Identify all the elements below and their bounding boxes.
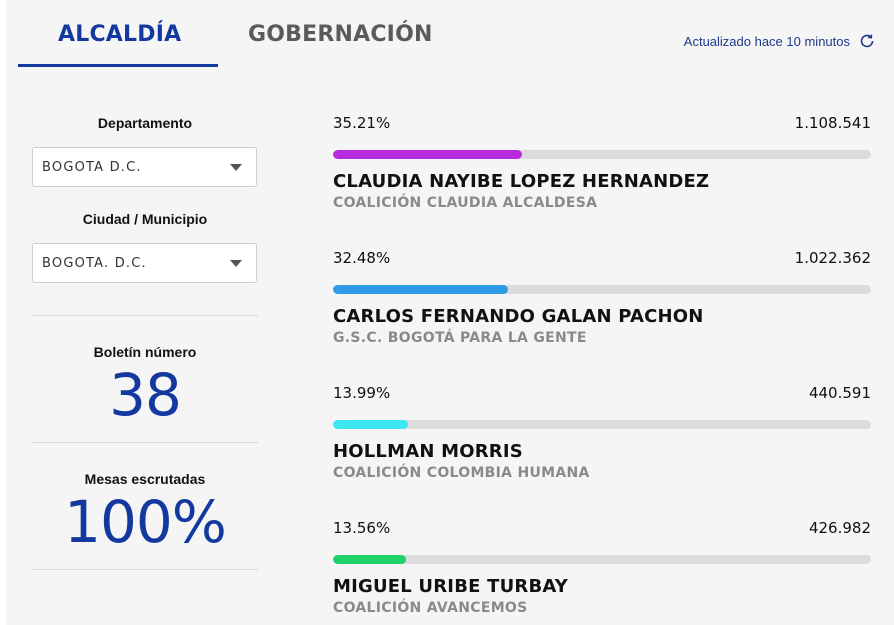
candidate-votes: 440.591 bbox=[808, 384, 871, 402]
vote-bar bbox=[333, 285, 871, 294]
update-status-text: Actualizado hace 10 minutos bbox=[683, 33, 850, 49]
vote-bar-fill bbox=[333, 285, 508, 294]
candidate-row: 35.21% 1.108.541 CLAUDIA NAYIBE LOPEZ HE… bbox=[333, 114, 871, 224]
chevron-down-icon bbox=[230, 163, 242, 171]
candidate-name: CARLOS FERNANDO GALAN PACHON bbox=[333, 306, 704, 327]
tables-label: Mesas escrutadas bbox=[84, 471, 206, 487]
bulletin-number: 38 bbox=[109, 361, 182, 429]
filters-column: Departamento BOGOTA D.C. Ciudad / Munici… bbox=[32, 100, 258, 570]
department-select-value: BOGOTA D.C. bbox=[42, 159, 142, 175]
bulletin-label: Boletín número bbox=[93, 344, 197, 360]
tables-value: 100% bbox=[64, 488, 227, 556]
candidate-percent: 32.48% bbox=[333, 249, 391, 267]
vote-bar-fill bbox=[333, 150, 523, 159]
vote-bar-fill bbox=[333, 555, 406, 564]
candidate-party: COALICIÓN COLOMBIA HUMANA bbox=[333, 465, 590, 481]
active-tab-underline bbox=[18, 64, 218, 67]
vote-bar-fill bbox=[333, 420, 409, 429]
candidate-name: MIGUEL URIBE TURBAY bbox=[333, 576, 569, 597]
department-label: Departamento bbox=[97, 115, 193, 131]
vote-bar bbox=[333, 420, 871, 429]
refresh-icon[interactable] bbox=[858, 32, 876, 50]
candidate-party: COALICIÓN AVANCEMOS bbox=[333, 600, 528, 616]
candidate-votes: 426.982 bbox=[808, 519, 871, 537]
update-status[interactable]: Actualizado hace 10 minutos bbox=[684, 32, 876, 50]
candidate-party: G.S.C. BOGOTÁ PARA LA GENTE bbox=[333, 330, 587, 346]
chevron-down-icon bbox=[230, 259, 242, 267]
candidate-votes: 1.108.541 bbox=[794, 114, 871, 132]
vote-bar bbox=[333, 150, 871, 159]
tab-gobernacion[interactable]: GOBERNACIÓN bbox=[248, 22, 433, 47]
divider bbox=[32, 442, 258, 443]
results-panel bbox=[6, 0, 894, 625]
divider bbox=[32, 315, 258, 316]
candidate-name: CLAUDIA NAYIBE LOPEZ HERNANDEZ bbox=[333, 171, 710, 192]
candidate-party: COALICIÓN CLAUDIA ALCALDESA bbox=[333, 195, 598, 211]
candidate-name: HOLLMAN MORRIS bbox=[333, 441, 523, 462]
department-select[interactable]: BOGOTA D.C. bbox=[32, 147, 257, 187]
candidate-row: 13.99% 440.591 HOLLMAN MORRIS COALICIÓN … bbox=[333, 384, 871, 494]
city-select-value: BOGOTA. D.C. bbox=[42, 255, 147, 271]
candidate-percent: 13.99% bbox=[333, 384, 391, 402]
vote-bar bbox=[333, 555, 871, 564]
divider bbox=[32, 569, 258, 570]
candidate-percent: 35.21% bbox=[333, 114, 391, 132]
city-label: Ciudad / Municipio bbox=[82, 211, 208, 227]
candidate-percent: 13.56% bbox=[333, 519, 391, 537]
city-select[interactable]: BOGOTA. D.C. bbox=[32, 243, 257, 283]
candidate-row: 13.56% 426.982 MIGUEL URIBE TURBAY COALI… bbox=[333, 519, 871, 625]
election-tabs: ALCALDÍA GOBERNACIÓN bbox=[18, 0, 458, 70]
candidate-row: 32.48% 1.022.362 CARLOS FERNANDO GALAN P… bbox=[333, 249, 871, 359]
candidate-votes: 1.022.362 bbox=[794, 249, 871, 267]
tab-alcaldia[interactable]: ALCALDÍA bbox=[58, 22, 182, 47]
